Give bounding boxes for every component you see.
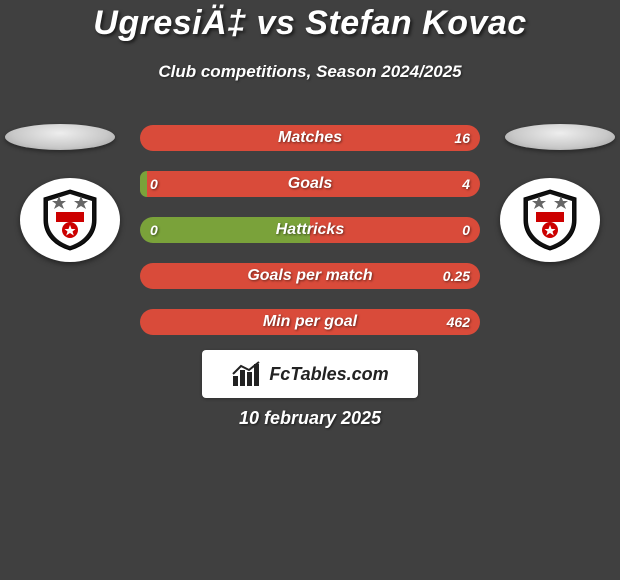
stat-value-right: 16 (454, 125, 470, 151)
site-label: FcTables.com (269, 364, 388, 385)
stat-label: Goals per match (140, 263, 480, 289)
stat-label: Goals (140, 171, 480, 197)
date-label: 10 february 2025 (0, 408, 620, 429)
shield-icon (36, 186, 104, 254)
page-title: UgresiÄ‡ vs Stefan Kovac (0, 4, 620, 43)
country-ellipse-left (5, 124, 115, 150)
country-ellipse-right (505, 124, 615, 150)
stat-label: Min per goal (140, 309, 480, 335)
stat-value-right: 0.25 (443, 263, 470, 289)
stat-bar-1: Goals0 4 (140, 171, 480, 197)
shield-icon (516, 186, 584, 254)
site-logo[interactable]: FcTables.com (202, 350, 418, 398)
club-badge-left (20, 178, 120, 262)
club-badge-right (500, 178, 600, 262)
comparison-infographic: UgresiÄ‡ vs Stefan Kovac Club competitio… (0, 0, 620, 580)
stat-bar-2: Hattricks0 0 (140, 217, 480, 243)
stat-bar-3: Goals per match0.25 (140, 263, 480, 289)
stat-value-right: 0 (462, 217, 470, 243)
bar-chart-icon (231, 360, 265, 388)
stat-value-right: 4 (462, 171, 470, 197)
subtitle: Club competitions, Season 2024/2025 (0, 62, 620, 82)
stat-bar-4: Min per goal462 (140, 309, 480, 335)
stat-label: Hattricks (140, 217, 480, 243)
stat-value-left: 0 (150, 171, 158, 197)
stat-value-right: 462 (447, 309, 470, 335)
stat-bar-0: Matches16 (140, 125, 480, 151)
stat-label: Matches (140, 125, 480, 151)
stat-value-left: 0 (150, 217, 158, 243)
